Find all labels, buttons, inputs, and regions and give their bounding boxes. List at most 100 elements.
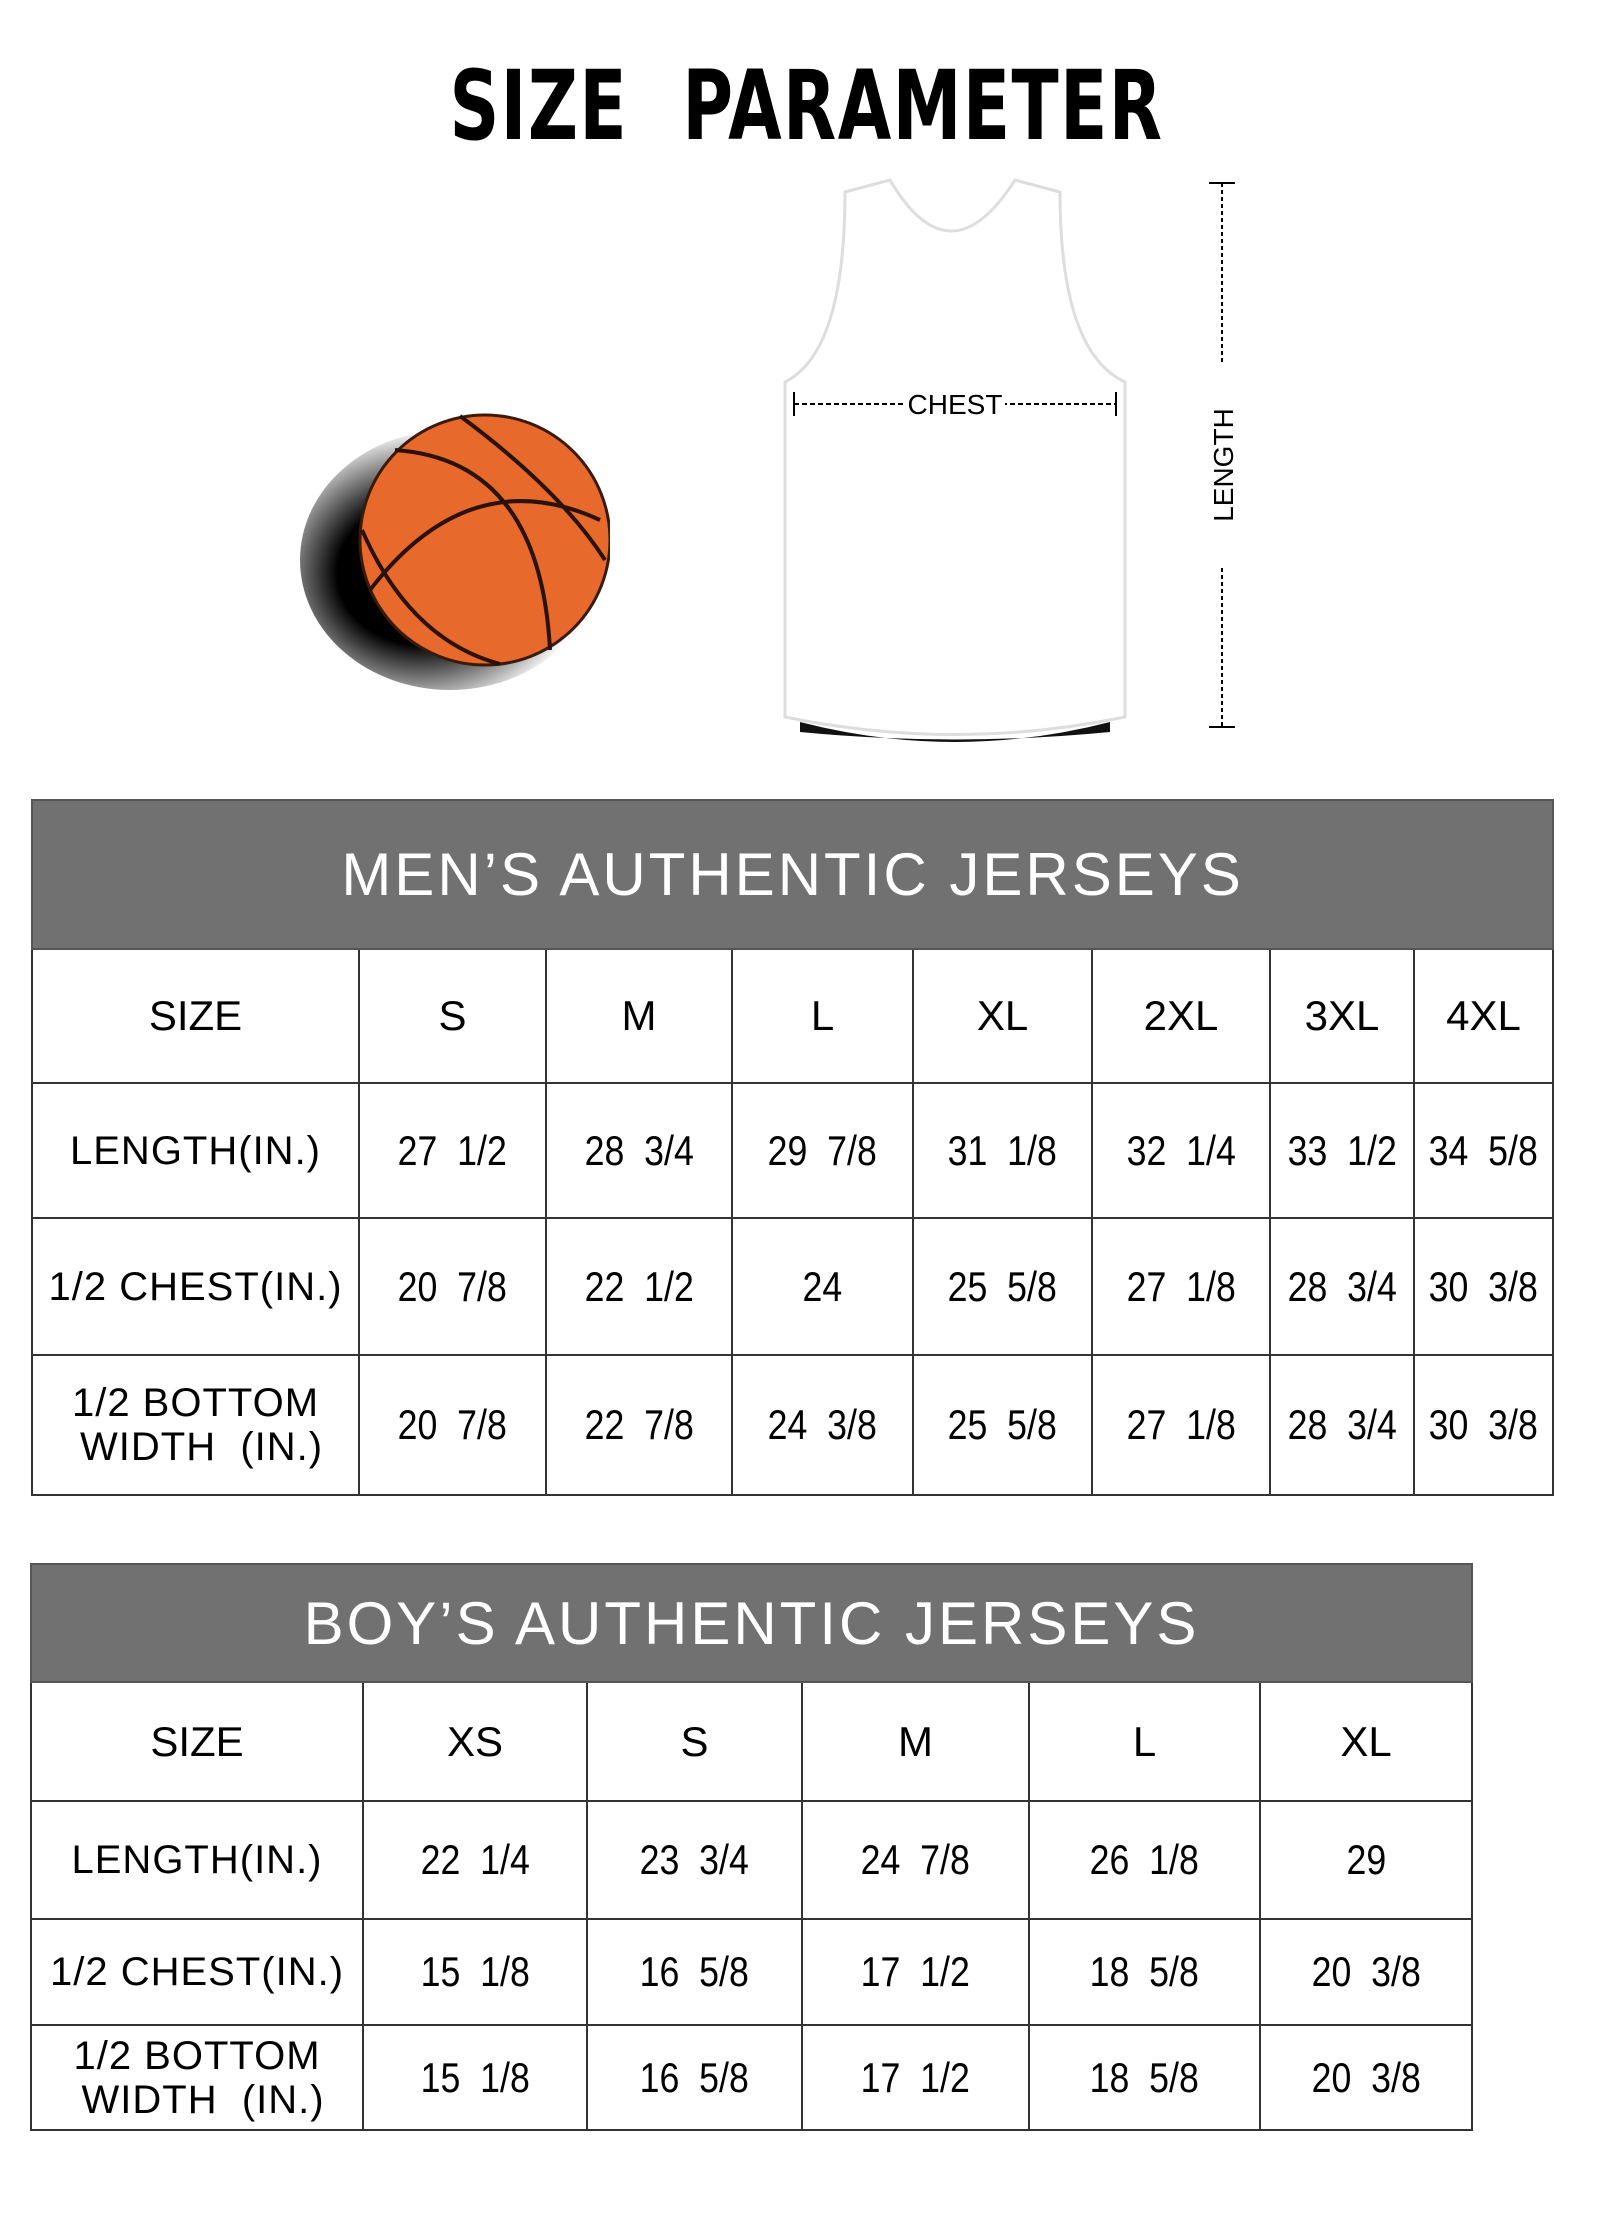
measurement-value: 22 1/2 — [584, 1262, 694, 1310]
basketball-icon — [300, 413, 610, 690]
measurement-value: 27 1/8 — [1126, 1401, 1236, 1448]
table-row: LENGTH(IN.) 27 1/2 28 3/4 29 7/8 31 1/8 32 1/… — [31, 1082, 1555, 1219]
value-cell: 30 3/8 — [1412, 1354, 1555, 1496]
value-cell: 17 1/2 — [801, 1918, 1030, 2026]
measurement-value: 20 7/8 — [397, 1401, 508, 1448]
value-cell: 34 5/8 — [1412, 1082, 1555, 1219]
value-cell: 24 3/8 — [731, 1354, 914, 1496]
mens-table-title: MEN’S AUTHENTIC JERSEYS — [30, 799, 1555, 950]
measurement-value: 24 3/8 — [767, 1401, 878, 1448]
value-cell: 18 5/8 — [1028, 2024, 1261, 2131]
table-row: 1/2 BOTTOM WIDTH (IN.) 15 1/8 16 5/8 17 1/2… — [30, 2024, 1474, 2131]
jersey-diagram: CHEST — [783, 178, 1127, 742]
measurement-value: 16 5/8 — [639, 2053, 750, 2101]
size-header-cell: XS — [362, 1681, 588, 1802]
size-label-cell: SIZE — [30, 1681, 364, 1802]
row-label: 1/2 CHEST(IN.) — [31, 1217, 360, 1356]
value-cell: 27 1/2 — [358, 1082, 547, 1219]
value-cell: 25 5/8 — [912, 1354, 1093, 1496]
length-label: LENGTH — [1208, 408, 1239, 522]
measurement-value: 30 3/8 — [1428, 1262, 1539, 1310]
length-indicator: LENGTH — [1205, 182, 1239, 728]
boys-size-table: BOY’S AUTHENTIC JERSEYS SIZE XS S M L XL LENGTH… — [29, 1563, 1474, 2131]
measurement-value: 34 5/8 — [1428, 1126, 1539, 1174]
value-cell: 28 3/4 — [1269, 1217, 1415, 1356]
table-row: 1/2 CHEST(IN.) 20 7/8 22 1/2 24 25 5/8 27 1/8… — [31, 1217, 1555, 1356]
page-title: SIZE PARAMETER — [449, 50, 1164, 162]
measurement-value: 29 7/8 — [767, 1126, 878, 1174]
mens-size-table: MEN’S AUTHENTIC JERSEYS SIZE S M L XL 2XL 3XL 4X… — [30, 799, 1555, 1496]
value-cell: 27 1/8 — [1091, 1354, 1271, 1496]
measurement-value: 27 1/2 — [397, 1126, 508, 1174]
measurement-value: 32 1/4 — [1126, 1126, 1236, 1174]
measurement-value: 18 5/8 — [1089, 2053, 1200, 2101]
measurement-value: 22 7/8 — [584, 1401, 694, 1448]
chest-label: CHEST — [908, 389, 1003, 420]
value-cell: 17 1/2 — [801, 2024, 1030, 2131]
value-cell: 20 7/8 — [358, 1217, 547, 1356]
measurement-value: 15 1/8 — [420, 2053, 530, 2101]
row-label: LENGTH(IN.) — [31, 1082, 360, 1219]
measurement-value: 26 1/8 — [1089, 1836, 1200, 1883]
value-cell: 22 7/8 — [545, 1354, 733, 1496]
value-cell: 20 7/8 — [358, 1354, 547, 1496]
measurement-value: 20 3/8 — [1311, 2053, 1421, 2101]
value-cell: 20 3/8 — [1258, 2024, 1474, 2131]
value-cell: 32 1/4 — [1091, 1082, 1271, 1219]
measurement-value: 20 7/8 — [397, 1262, 508, 1310]
value-cell: 26 1/8 — [1028, 1800, 1261, 1920]
size-header-cell: XL — [1258, 1681, 1474, 1802]
value-cell: 24 7/8 — [801, 1800, 1030, 1920]
header-row: SIZE S M L XL 2XL 3XL 4XL — [31, 948, 1555, 1084]
table-row: 1/2 BOTTOM WIDTH (IN.) 20 7/8 22 7/8 24 3/8… — [31, 1354, 1555, 1496]
value-cell: 15 1/8 — [362, 2024, 588, 2131]
row-label: LENGTH(IN.) — [30, 1800, 364, 1920]
value-cell: 20 3/8 — [1258, 1918, 1474, 2026]
size-header-cell: 2XL — [1091, 948, 1271, 1084]
measurement-value: 15 1/8 — [420, 1948, 530, 1995]
value-cell: 24 — [731, 1217, 914, 1356]
size-header-cell: L — [731, 948, 914, 1084]
size-header-cell: 4XL — [1412, 948, 1555, 1084]
row-label: 1/2 BOTTOM WIDTH (IN.) — [30, 2024, 364, 2131]
measurement-value: 17 1/2 — [860, 2053, 971, 2101]
value-cell: 31 1/8 — [912, 1082, 1093, 1219]
value-cell: 22 1/2 — [545, 1217, 733, 1356]
value-cell: 16 5/8 — [586, 1918, 803, 2026]
measurement-value: 28 3/4 — [1287, 1262, 1397, 1310]
size-header-cell: S — [586, 1681, 803, 1802]
size-header-cell: M — [801, 1681, 1030, 1802]
measurement-value: 25 5/8 — [947, 1401, 1058, 1448]
value-cell: 16 5/8 — [586, 2024, 803, 2131]
measurement-value: 24 7/8 — [860, 1836, 971, 1883]
measurement-value: 27 1/8 — [1126, 1262, 1236, 1310]
value-cell: 30 3/8 — [1412, 1217, 1555, 1356]
measurement-value: 22 1/4 — [420, 1836, 530, 1883]
value-cell: 33 1/2 — [1269, 1082, 1415, 1219]
value-cell: 29 — [1258, 1800, 1474, 1920]
measurement-value: 17 1/2 — [860, 1948, 971, 1995]
row-label: 1/2 BOTTOM WIDTH (IN.) — [31, 1354, 360, 1496]
measurement-value: 25 5/8 — [947, 1262, 1058, 1310]
measurement-value: 16 5/8 — [639, 1948, 750, 1995]
size-header-cell: M — [545, 948, 733, 1084]
measurement-value: 18 5/8 — [1089, 1948, 1200, 1995]
measurement-value: 20 3/8 — [1311, 1948, 1421, 1995]
size-header-cell: 3XL — [1269, 948, 1415, 1084]
value-cell: 25 5/8 — [912, 1217, 1093, 1356]
value-cell: 23 3/4 — [586, 1800, 803, 1920]
value-cell: 28 3/4 — [1269, 1354, 1415, 1496]
row-label: 1/2 CHEST(IN.) — [30, 1918, 364, 2026]
table-row: LENGTH(IN.) 22 1/4 23 3/4 24 7/8 26 1/8 29 — [30, 1800, 1474, 1920]
header-row: SIZE XS S M L XL — [30, 1681, 1474, 1802]
value-cell: 22 1/4 — [362, 1800, 588, 1920]
value-cell: 27 1/8 — [1091, 1217, 1271, 1356]
measurement-value: 33 1/2 — [1287, 1126, 1397, 1174]
measurement-value: 28 3/4 — [584, 1126, 694, 1174]
measurement-value: 29 — [1346, 1836, 1386, 1883]
size-header-cell: S — [358, 948, 547, 1084]
size-header-cell: XL — [912, 948, 1093, 1084]
value-cell: 29 7/8 — [731, 1082, 914, 1219]
measurement-value: 31 1/8 — [947, 1126, 1058, 1174]
